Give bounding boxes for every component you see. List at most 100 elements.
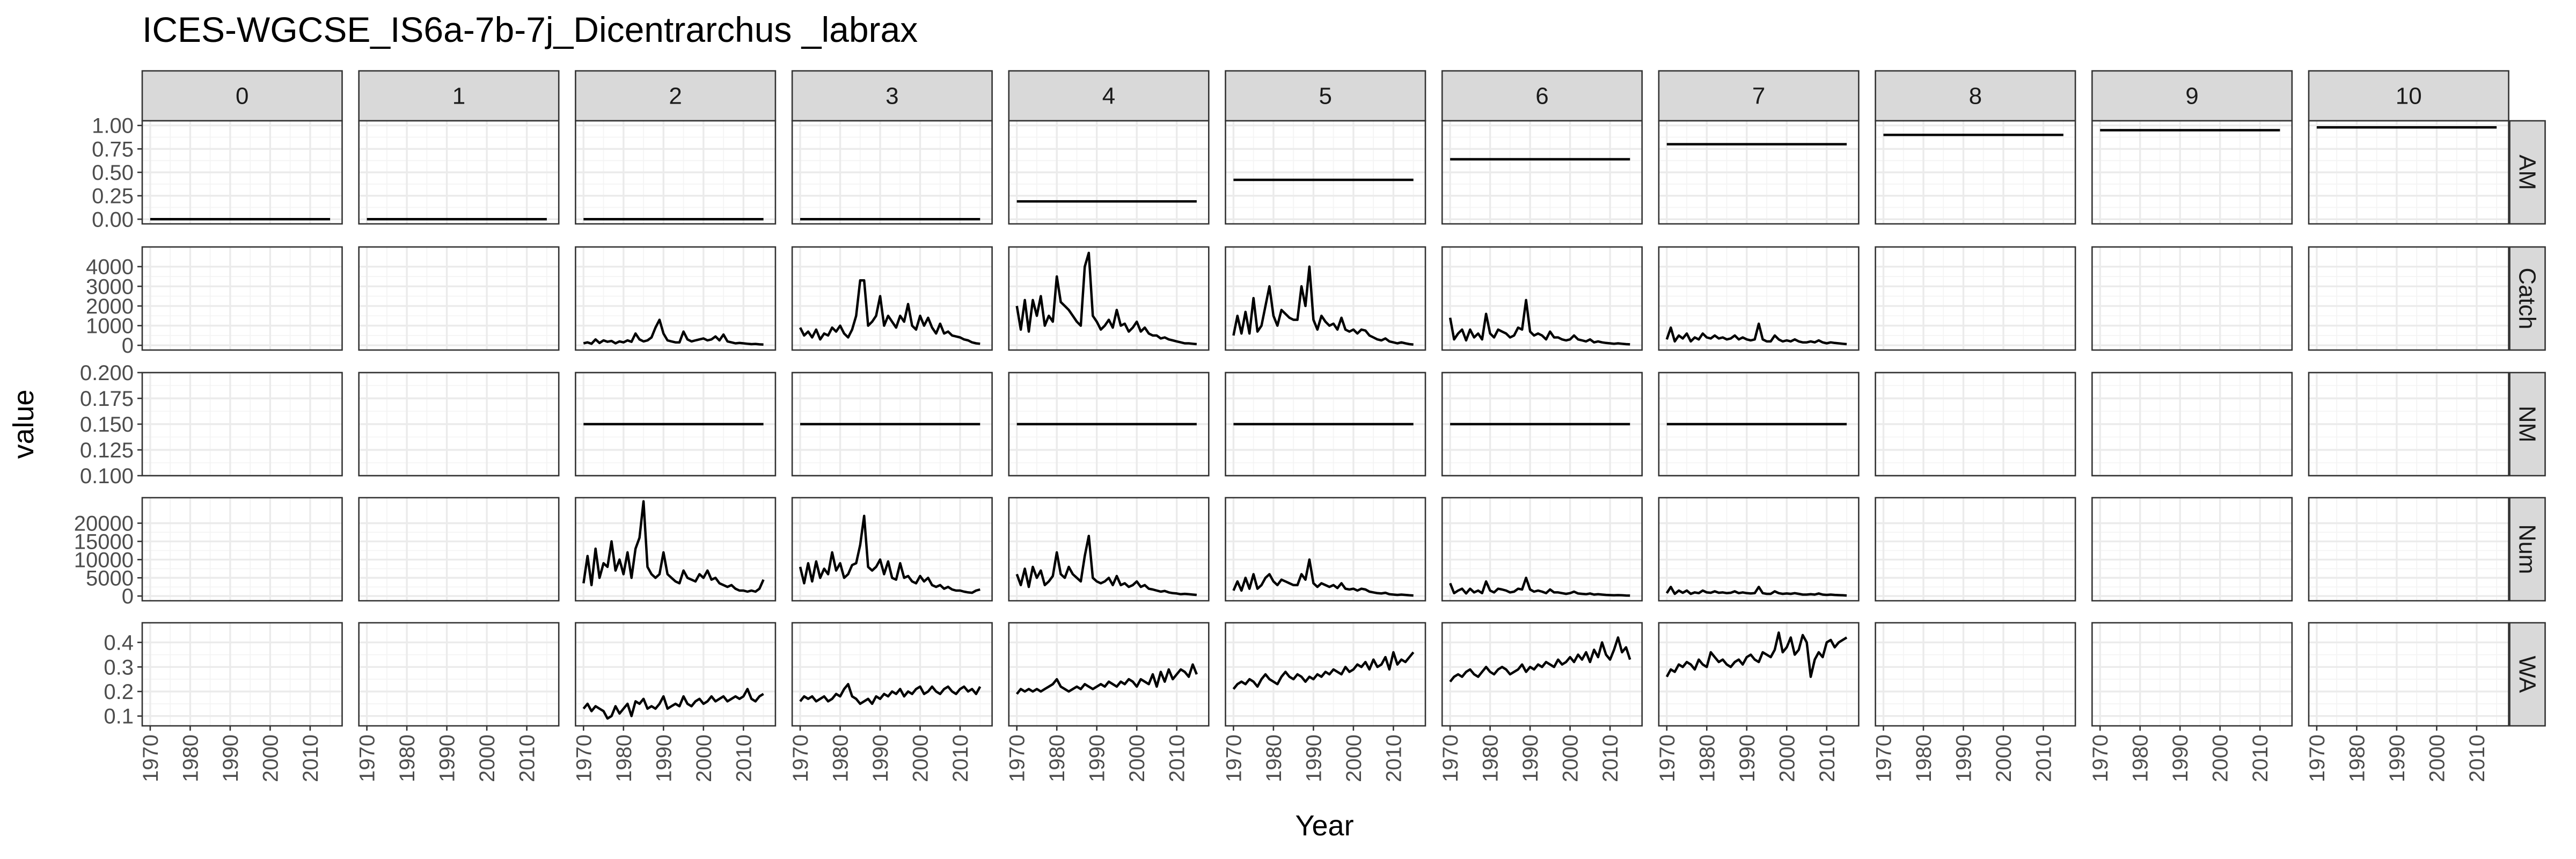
x-tick-label: 1980 xyxy=(1045,734,1069,782)
panel-border xyxy=(1441,120,1643,225)
panel-WA-5 xyxy=(1225,623,1425,726)
panel-border xyxy=(1875,372,2076,477)
panel-WA-7 xyxy=(1658,623,1859,726)
chart-title: ICES-WGCSE_IS6a-7b-7j_Dicentrarchus _lab… xyxy=(142,10,918,49)
y-tick-label: 20000 xyxy=(74,512,134,535)
x-tick-label: 1980 xyxy=(179,734,202,782)
panel-Num-4 xyxy=(1008,498,1209,601)
x-tick-label: 1970 xyxy=(572,734,596,782)
column-strip-label: 2 xyxy=(669,83,682,110)
column-strip-label: 4 xyxy=(1102,83,1115,110)
panel-border xyxy=(1441,372,1643,477)
x-tick-label: 1990 xyxy=(652,734,676,782)
panel-border xyxy=(575,120,777,225)
series-line-Catch-2 xyxy=(583,318,764,346)
column-strip-label: 8 xyxy=(1969,83,1982,110)
x-tick-label: 2010 xyxy=(2249,734,2272,782)
series-line-Num-6 xyxy=(1449,577,1630,597)
series-line-WA-4 xyxy=(1015,663,1198,695)
x-axis-title: Year xyxy=(1295,810,1353,842)
y-tick-label: 0.3 xyxy=(104,656,134,679)
series-line-Num-3 xyxy=(799,514,980,594)
panel-border xyxy=(1008,246,1210,351)
row-strip-label: Catch xyxy=(2514,268,2541,330)
panel-border xyxy=(1225,497,1426,602)
row-strip-AM xyxy=(2509,120,2546,225)
series-line-WA-5 xyxy=(1232,651,1415,690)
panel-border xyxy=(1658,372,1860,477)
panel-border xyxy=(1008,622,1210,727)
panel-border xyxy=(1225,120,1426,225)
panel-border xyxy=(358,246,560,351)
y-tick-label: 5000 xyxy=(86,566,134,590)
panel-Catch-8 xyxy=(1875,247,2076,350)
y-tick-label: 0.4 xyxy=(104,631,134,655)
y-tick-label: 0 xyxy=(122,334,134,358)
panel-border xyxy=(1008,372,1210,477)
x-tick-label: 2010 xyxy=(299,734,323,782)
panel-WA-1 xyxy=(358,623,559,726)
panel-border xyxy=(358,120,560,225)
x-tick-label: 1970 xyxy=(1222,734,1246,782)
x-tick-label: 1980 xyxy=(396,734,419,782)
panel-border xyxy=(2091,120,2293,225)
panel-border xyxy=(2308,372,2509,477)
panel-WA-10 xyxy=(2309,623,2509,726)
y-tick-label: 0.100 xyxy=(80,464,134,488)
panel-WA-3 xyxy=(792,623,992,726)
column-strip-label: 1 xyxy=(452,83,465,110)
x-tick-label: 2010 xyxy=(2032,734,2056,782)
column-strip-3 xyxy=(791,70,993,122)
panel-Catch-10 xyxy=(2309,247,2509,350)
x-tick-label: 1990 xyxy=(1736,734,1759,782)
series-line-Num-2 xyxy=(582,500,765,593)
panel-Num-8 xyxy=(1875,498,2076,601)
column-strip-9 xyxy=(2091,70,2293,122)
panel-border xyxy=(791,246,993,351)
row-strip-label: AM xyxy=(2514,155,2541,190)
y-tick-label: 1000 xyxy=(86,315,134,338)
x-tick-label: 1970 xyxy=(2089,734,2112,782)
panel-Catch-2 xyxy=(575,247,775,350)
y-tick-label: 2000 xyxy=(86,295,134,318)
x-tick-label: 1970 xyxy=(1872,734,1896,782)
column-strip-5 xyxy=(1225,70,1426,122)
column-strip-0 xyxy=(141,70,343,122)
panel-border xyxy=(2308,120,2509,225)
panel-border xyxy=(1441,246,1643,351)
y-tick-label: 0.00 xyxy=(92,208,134,231)
panel-border xyxy=(141,497,343,602)
x-tick-label: 1990 xyxy=(2385,734,2409,782)
panel-border xyxy=(2308,246,2509,351)
x-tick-label: 1980 xyxy=(1479,734,1503,782)
y-tick-label: 0.75 xyxy=(92,137,134,161)
x-tick-label: 1990 xyxy=(1952,734,1976,782)
x-tick-label: 1990 xyxy=(1519,734,1542,782)
panel-border xyxy=(1875,246,2076,351)
panel-border xyxy=(1225,622,1426,727)
column-strip-label: 7 xyxy=(1752,83,1765,110)
column-strip-label: 10 xyxy=(2396,83,2422,110)
panel-WA-4 xyxy=(1008,623,1209,726)
y-tick-label: 1.00 xyxy=(92,114,134,138)
y-tick-label: 0.50 xyxy=(92,161,134,185)
panel-border xyxy=(791,120,993,225)
x-tick-label: 2010 xyxy=(1816,734,1839,782)
y-tick-label: 0.150 xyxy=(80,413,134,436)
panel-border xyxy=(575,246,777,351)
panel-border xyxy=(1225,246,1426,351)
x-tick-label: 1970 xyxy=(1439,734,1462,782)
x-tick-label: 2000 xyxy=(692,734,716,782)
x-tick-label: 2000 xyxy=(1775,734,1799,782)
x-tick-label: 2000 xyxy=(2209,734,2233,782)
series-line-Num-4 xyxy=(1015,534,1197,596)
row-strip-label: Num xyxy=(2514,525,2541,574)
x-tick-label: 1980 xyxy=(2129,734,2153,782)
panel-border xyxy=(358,497,560,602)
panel-border xyxy=(1008,497,1210,602)
x-tick-label: 2010 xyxy=(516,734,539,782)
panel-Num-0 xyxy=(142,498,342,601)
x-tick-label: 1970 xyxy=(789,734,813,782)
row-strip-WA xyxy=(2509,622,2546,727)
panel-border xyxy=(1658,246,1860,351)
